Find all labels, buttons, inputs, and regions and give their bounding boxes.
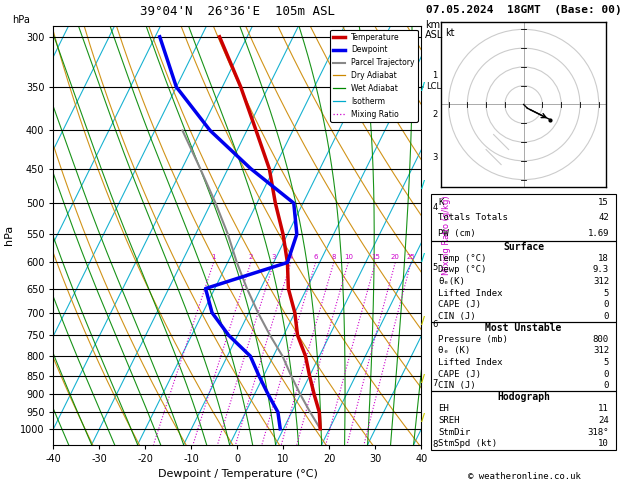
Text: 800: 800 [593, 335, 609, 344]
Text: 42: 42 [598, 213, 609, 222]
Text: kt: kt [445, 28, 454, 37]
Text: /: / [421, 180, 425, 190]
Text: 24: 24 [598, 416, 609, 425]
Text: StmSpd (kt): StmSpd (kt) [438, 439, 498, 448]
Text: PW (cm): PW (cm) [438, 229, 476, 238]
Text: /: / [421, 374, 425, 384]
Text: 8: 8 [331, 254, 336, 260]
Text: 4: 4 [289, 254, 293, 260]
Text: /: / [421, 316, 425, 326]
Text: 312: 312 [593, 347, 609, 355]
Text: 5: 5 [433, 263, 438, 272]
Text: CAPE (J): CAPE (J) [438, 300, 481, 309]
Text: Totals Totals: Totals Totals [438, 213, 508, 222]
Text: Lifted Index: Lifted Index [438, 289, 503, 297]
Text: CIN (J): CIN (J) [438, 312, 476, 321]
Text: /: / [421, 413, 425, 423]
Text: © weatheronline.co.uk: © weatheronline.co.uk [467, 472, 581, 481]
Text: 0: 0 [604, 369, 609, 379]
Bar [431, 241, 616, 322]
Text: 5: 5 [604, 289, 609, 297]
Text: 18: 18 [598, 254, 609, 263]
Legend: Temperature, Dewpoint, Parcel Trajectory, Dry Adiabat, Wet Adiabat, Isotherm, Mi: Temperature, Dewpoint, Parcel Trajectory… [330, 30, 418, 122]
Text: 4: 4 [433, 204, 438, 212]
Text: 0: 0 [604, 381, 609, 390]
Text: Mixing Ratio (g/kg): Mixing Ratio (g/kg) [442, 195, 450, 275]
Text: 20: 20 [391, 254, 399, 260]
Text: Hodograph: Hodograph [497, 392, 550, 402]
Text: Lifted Index: Lifted Index [438, 358, 503, 367]
Text: km
ASL: km ASL [425, 20, 443, 40]
X-axis label: Dewpoint / Temperature (°C): Dewpoint / Temperature (°C) [157, 469, 318, 479]
Text: 318°: 318° [587, 428, 609, 436]
Text: 2: 2 [248, 254, 253, 260]
Text: 6: 6 [433, 320, 438, 329]
Text: 0: 0 [604, 300, 609, 309]
Text: 7: 7 [433, 379, 438, 388]
Text: 1: 1 [433, 71, 438, 81]
Text: EH: EH [438, 404, 449, 413]
Text: Surface: Surface [503, 242, 544, 252]
Text: 3: 3 [272, 254, 276, 260]
Text: θₑ (K): θₑ (K) [438, 347, 470, 355]
Text: Dewp (°C): Dewp (°C) [438, 265, 487, 275]
Text: 25: 25 [406, 254, 415, 260]
Text: CIN (J): CIN (J) [438, 381, 476, 390]
Text: 15: 15 [598, 198, 609, 207]
Text: 15: 15 [371, 254, 380, 260]
Text: Pressure (mb): Pressure (mb) [438, 335, 508, 344]
Text: 9.3: 9.3 [593, 265, 609, 275]
Text: 1: 1 [211, 254, 216, 260]
Text: CAPE (J): CAPE (J) [438, 369, 481, 379]
Text: StmDir: StmDir [438, 428, 470, 436]
Text: hPa: hPa [13, 15, 30, 25]
Text: /: / [421, 253, 425, 262]
Text: /: / [421, 83, 425, 92]
Text: Most Unstable: Most Unstable [486, 323, 562, 333]
Text: 10: 10 [343, 254, 353, 260]
Text: 2: 2 [433, 110, 438, 119]
Text: 6: 6 [313, 254, 318, 260]
Text: LCL: LCL [426, 83, 442, 91]
Text: 39°04'N  26°36'E  105m ASL: 39°04'N 26°36'E 105m ASL [140, 5, 335, 18]
Text: 5: 5 [604, 358, 609, 367]
Text: θₑ(K): θₑ(K) [438, 277, 465, 286]
Text: 312: 312 [593, 277, 609, 286]
Bar [431, 322, 616, 392]
Text: K: K [438, 198, 443, 207]
Text: 11: 11 [598, 404, 609, 413]
Text: 07.05.2024  18GMT  (Base: 00): 07.05.2024 18GMT (Base: 00) [426, 4, 622, 15]
Text: 3: 3 [433, 153, 438, 162]
Text: Temp (°C): Temp (°C) [438, 254, 487, 263]
Text: 8: 8 [433, 440, 438, 449]
Text: SREH: SREH [438, 416, 460, 425]
Text: 10: 10 [598, 439, 609, 448]
Y-axis label: hPa: hPa [4, 225, 14, 245]
Bar [431, 194, 616, 241]
Text: 1.69: 1.69 [587, 229, 609, 238]
Text: 0: 0 [604, 312, 609, 321]
Bar [431, 392, 616, 450]
